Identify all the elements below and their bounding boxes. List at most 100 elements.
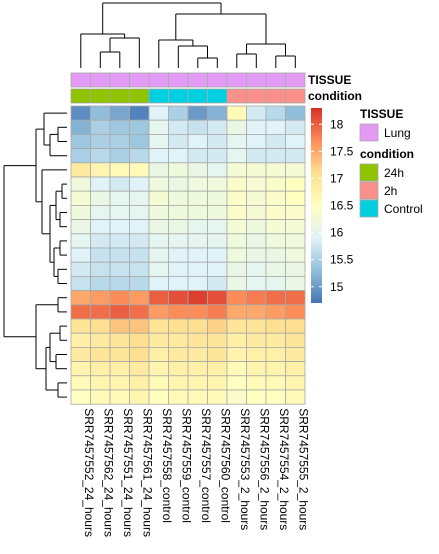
heatmap-cell (109, 304, 130, 320)
heatmap-cell (187, 275, 208, 291)
heatmap-cell (168, 119, 189, 135)
heatmap-cell (168, 332, 189, 348)
heatmap-cell (187, 176, 208, 192)
heatmap-cell (265, 133, 286, 149)
heatmap-cell (129, 162, 150, 178)
column-label: SRR7457554_2_hours (277, 408, 291, 530)
annotation-cell (109, 88, 130, 104)
heatmap-cell (207, 133, 228, 149)
annotation-cell (246, 88, 267, 104)
heatmap-cell (70, 318, 91, 334)
annotation-cell (187, 72, 208, 88)
heatmap-cell (207, 247, 228, 263)
heatmap-cell (168, 162, 189, 178)
heatmap-cell (265, 204, 286, 220)
annotation-cell (70, 72, 91, 88)
heatmap-cell (285, 190, 306, 206)
heatmap-cell (207, 290, 228, 306)
legend-label: 24h (384, 166, 404, 180)
heatmap-cell (129, 375, 150, 391)
heatmap-cell (285, 389, 306, 405)
heatmap-cell (70, 219, 91, 235)
heatmap-cell (168, 176, 189, 192)
heatmap-cell (129, 247, 150, 263)
heatmap-cell (148, 219, 169, 235)
heatmap-cell (246, 389, 267, 405)
heatmap-cell (265, 261, 286, 277)
heatmap-cell (129, 318, 150, 334)
annotation-cell (265, 88, 286, 104)
heatmap-cell (207, 162, 228, 178)
heatmap-cell (168, 389, 189, 405)
heatmap-cell (90, 204, 111, 220)
heatmap-cell (265, 332, 286, 348)
heatmap-cell (246, 233, 267, 249)
column-label: SRR7457562_24_hours (101, 408, 115, 537)
heatmap-cell (109, 332, 130, 348)
legend-swatch (359, 163, 379, 182)
heatmap-cell (226, 219, 247, 235)
heatmap-cell (285, 204, 306, 220)
heatmap-cell (109, 133, 130, 149)
heatmap-cell (148, 346, 169, 362)
annotation-cell (129, 72, 150, 88)
heatmap-cell (148, 247, 169, 263)
heatmap-cell (207, 219, 228, 235)
heatmap-cell (70, 119, 91, 135)
heatmap-cell (109, 389, 130, 405)
heatmap-cell (90, 332, 111, 348)
heatmap-cell (148, 375, 169, 391)
heatmap-cell (129, 204, 150, 220)
column-label: SRR7457552_24_hours (82, 408, 96, 537)
heatmap-cell (226, 133, 247, 149)
heatmap-cell (207, 148, 228, 164)
heatmap-cell (90, 119, 111, 135)
heatmap-cell (70, 290, 91, 306)
heatmap-cell (285, 261, 306, 277)
heatmap-cell (265, 233, 286, 249)
heatmap-cell (285, 176, 306, 192)
heatmap-cell (148, 148, 169, 164)
heatmap-cell (70, 304, 91, 320)
heatmap-cell (285, 304, 306, 320)
heatmap-cell (129, 304, 150, 320)
heatmap-cell (109, 233, 130, 249)
heatmap-cell (70, 148, 91, 164)
annotation-cell (90, 88, 111, 104)
heatmap-cell (70, 204, 91, 220)
color-scale-tick-label: 17.5 (330, 144, 354, 158)
heatmap-cell (129, 346, 150, 362)
heatmap-cell (90, 219, 111, 235)
heatmap-cell (226, 233, 247, 249)
heatmap-cell (285, 290, 306, 306)
column-labels: SRR7457552_24_hours SRR7457562_24_hours SR… (82, 408, 310, 537)
heatmap-cell (148, 304, 169, 320)
heatmap-cell (168, 375, 189, 391)
legend-swatch (359, 199, 379, 218)
annotation-cell (109, 72, 130, 88)
heatmap-cell (285, 162, 306, 178)
heatmap-cell (187, 332, 208, 348)
heatmap-cell (148, 233, 169, 249)
heatmap-cell (129, 190, 150, 206)
heatmap-cell (129, 133, 150, 149)
heatmap-cell (226, 332, 247, 348)
heatmap-cell (265, 148, 286, 164)
heatmap-cell (265, 375, 286, 391)
heatmap-cell (187, 133, 208, 149)
heatmap-cell (187, 219, 208, 235)
heatmap-cell (187, 247, 208, 263)
heatmap-cell (90, 290, 111, 306)
heatmap-cell (285, 148, 306, 164)
heatmap-cell (265, 346, 286, 362)
heatmap-cell (148, 261, 169, 277)
annotation-cell (285, 72, 306, 88)
heatmap-cell (265, 389, 286, 405)
column-label: SRR7457560_control (218, 408, 232, 523)
heatmap-cell (70, 176, 91, 192)
heatmap-cell (109, 190, 130, 206)
heatmap-cell (109, 148, 130, 164)
heatmap-cell (129, 261, 150, 277)
heatmap-cell (207, 318, 228, 334)
heatmap-cell (129, 148, 150, 164)
